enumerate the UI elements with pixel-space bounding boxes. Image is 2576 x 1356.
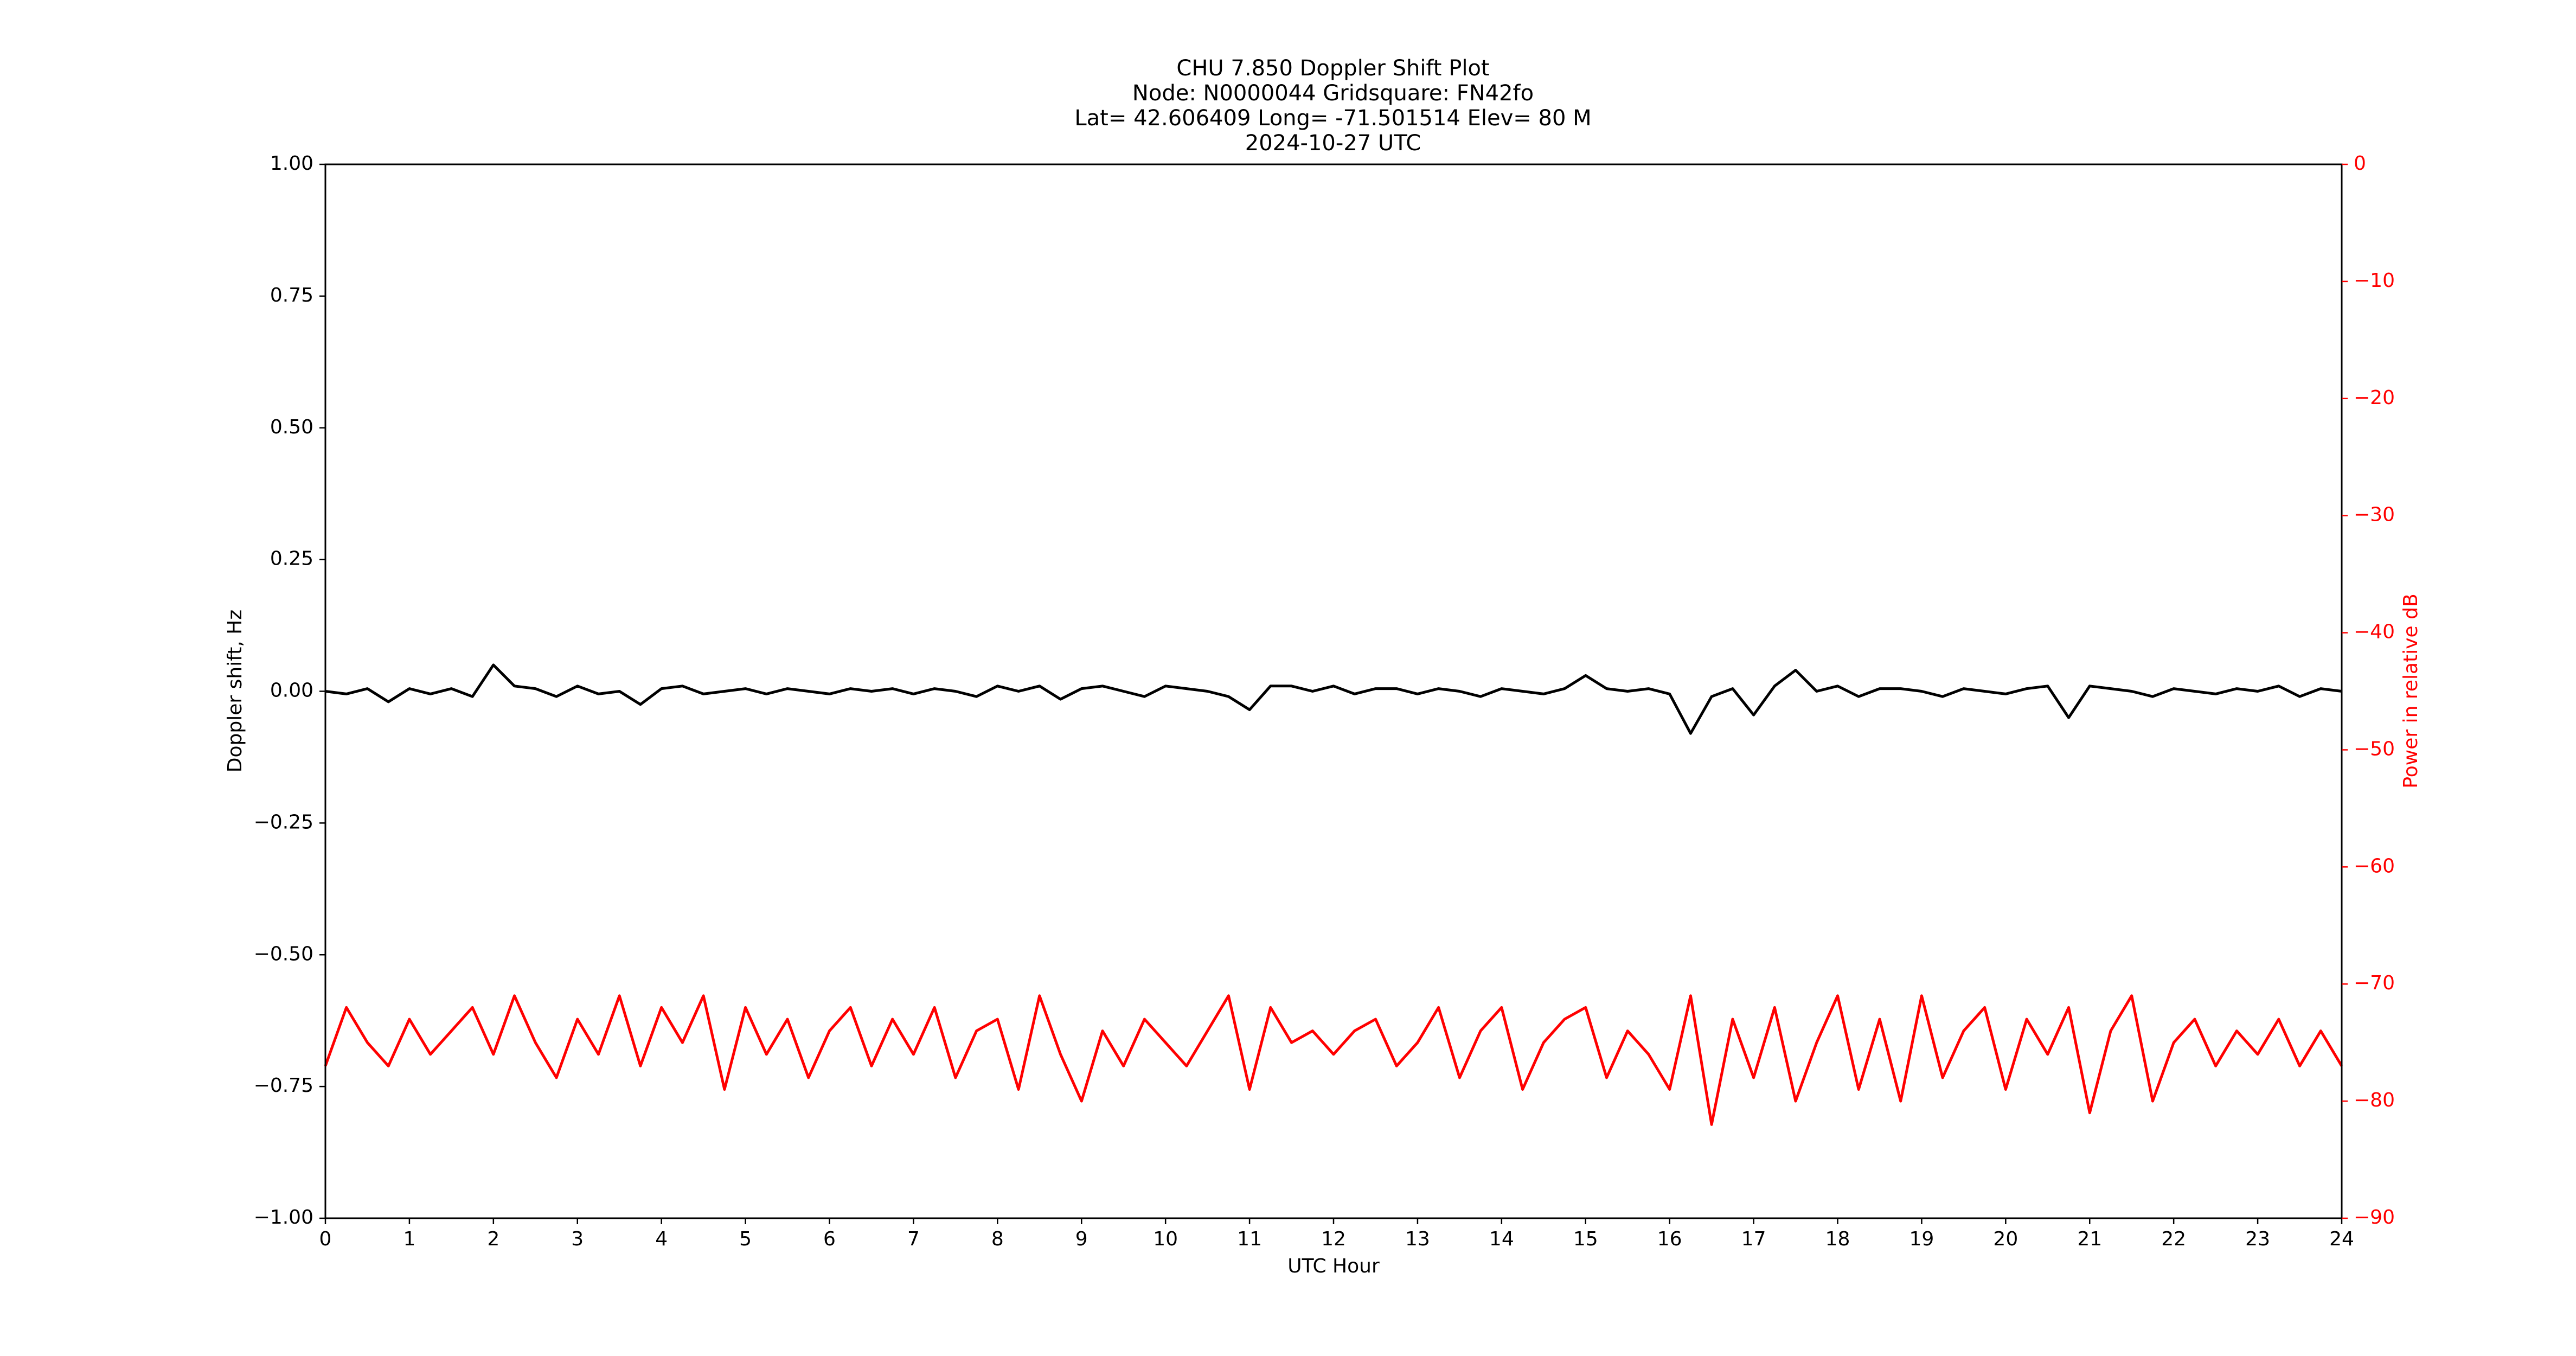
- y2-tick-label: −30: [2354, 504, 2395, 526]
- x-tick-label: 19: [1909, 1228, 1934, 1250]
- x-tick-label: 14: [1489, 1228, 1514, 1250]
- x-tick-label: 2: [487, 1228, 499, 1250]
- x-tick-label: 11: [1237, 1228, 1262, 1250]
- x-tick-label: 7: [907, 1228, 920, 1250]
- y2-tick-label: −50: [2354, 738, 2395, 760]
- data-line: [324, 994, 2343, 1126]
- y2-tick-label: −20: [2354, 387, 2395, 409]
- x-tick-label: 24: [2329, 1228, 2354, 1250]
- x-axis-label: UTC Hour: [1287, 1255, 1380, 1277]
- y-tick-label: 0.75: [270, 284, 313, 306]
- x-tick-label: 6: [823, 1228, 836, 1250]
- x-tick-label: 12: [1321, 1228, 1346, 1250]
- y-tick-label: 0.00: [270, 680, 313, 702]
- plot-frame: [324, 163, 2343, 1219]
- x-tick-label: 9: [1075, 1228, 1088, 1250]
- x-tick-label: 8: [991, 1228, 1004, 1250]
- y-tick-label: 0.50: [270, 416, 313, 438]
- chart-subtitle: Node: N0000044 Gridsquare: FN42fo: [1132, 81, 1534, 106]
- y2-tick-label: −80: [2354, 1089, 2395, 1111]
- x-tick-label: 15: [1573, 1228, 1598, 1250]
- x-tick-label: 0: [319, 1228, 332, 1250]
- x-tick-label: 16: [1657, 1228, 1682, 1250]
- x-tick-label: 23: [2245, 1228, 2270, 1250]
- y2-tick-label: 0: [2354, 152, 2366, 175]
- y-tick-label: −0.25: [254, 811, 313, 833]
- y2-tick-label: −40: [2354, 621, 2395, 643]
- y2-tick-label: −90: [2354, 1206, 2395, 1229]
- x-tick-label: 10: [1153, 1228, 1178, 1250]
- x-tick-label: 5: [739, 1228, 752, 1250]
- y-axis-label: Doppler shift, Hz: [224, 610, 246, 772]
- y-tick-label: 1.00: [270, 152, 313, 175]
- y-tick-label: −0.50: [254, 943, 313, 965]
- data-line: [325, 663, 2342, 735]
- y2-axis-label: Power in relative dB: [2400, 593, 2422, 788]
- x-tick-label: 1: [403, 1228, 415, 1250]
- y-tick-label: −0.75: [254, 1074, 313, 1097]
- x-tick-label: 21: [2077, 1228, 2102, 1250]
- y-tick-label: −1.00: [254, 1206, 313, 1229]
- x-tick-label: 17: [1741, 1228, 1766, 1250]
- x-tick-label: 22: [2161, 1228, 2186, 1250]
- x-tick-label: 4: [655, 1228, 668, 1250]
- chart-subtitle: 2024-10-27 UTC: [1245, 131, 1421, 156]
- y2-tick-label: −10: [2354, 270, 2395, 292]
- x-tick-label: 18: [1825, 1228, 1850, 1250]
- chart-title: CHU 7.850 Doppler Shift Plot: [1176, 56, 1489, 81]
- x-tick-label: 13: [1405, 1228, 1430, 1250]
- chart-subtitle: Lat= 42.606409 Long= -71.501514 Elev= 80…: [1074, 106, 1591, 131]
- y2-tick-label: −70: [2354, 972, 2395, 994]
- x-tick-label: 3: [571, 1228, 584, 1250]
- y2-tick-label: −60: [2354, 855, 2395, 877]
- x-tick-label: 20: [1993, 1228, 2018, 1250]
- y-tick-label: 0.25: [270, 548, 313, 570]
